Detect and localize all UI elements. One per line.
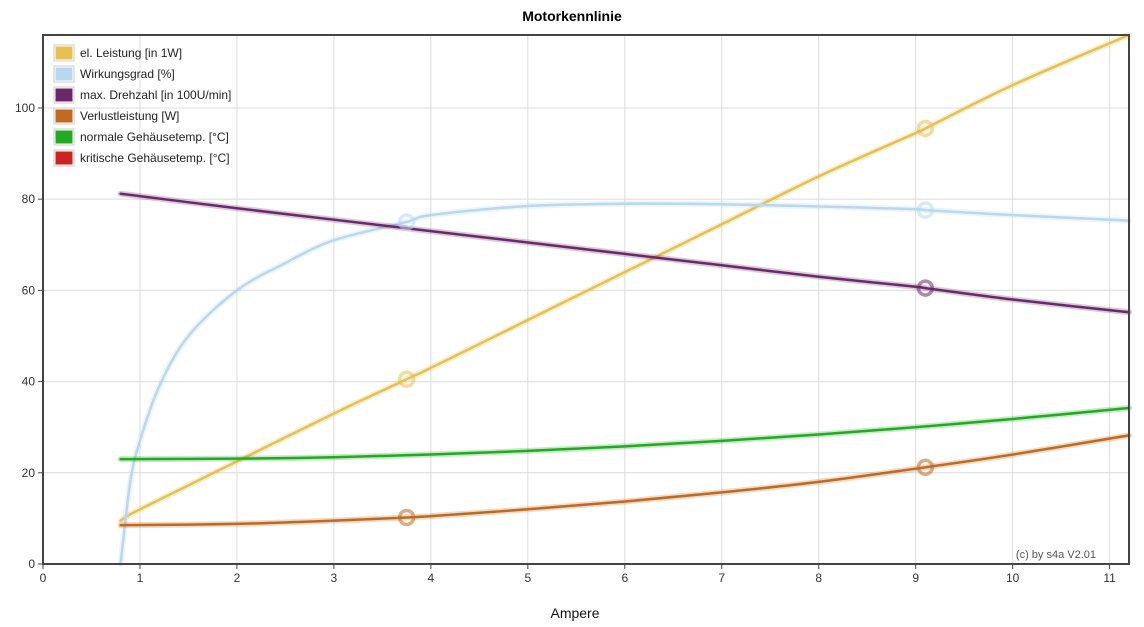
credit-text: (c) by s4a V2.01 [1016, 549, 1096, 561]
legend-swatch-border [53, 65, 75, 83]
series-markers [397, 119, 935, 527]
x-tick-label: 11 [1103, 571, 1116, 585]
x-tick-label: 9 [912, 571, 919, 585]
x-tick-label: 1 [137, 571, 144, 585]
legend-swatch [54, 87, 74, 103]
series-marker [916, 119, 935, 138]
series-marker [397, 213, 416, 231]
x-tick-label: 10 [1006, 571, 1020, 585]
legend-swatch-border [53, 128, 75, 146]
x-axis-label: Ampere [550, 605, 599, 621]
series-marker [916, 279, 935, 297]
series-lines [117, 32, 1132, 567]
legend-label: normale Gehäusetemp. [°C] [80, 130, 229, 144]
x-tick-label: 4 [428, 571, 435, 585]
y-tick-label: 100 [15, 101, 35, 115]
plot-frame [42, 34, 1130, 565]
x-tick-label: 7 [718, 571, 725, 585]
x-tick-label: 2 [234, 571, 241, 585]
chart-title: Motorkennlinie [522, 8, 622, 24]
series-line [119, 33, 1131, 522]
series-line [119, 202, 1131, 566]
series-marker [916, 458, 935, 477]
legend-swatch [54, 45, 74, 61]
legend: el. Leistung [in 1W] Wirkungsgrad [%] max.… [53, 44, 231, 167]
legend-label: el. Leistung [in 1W] [80, 46, 182, 60]
series-marker [397, 370, 416, 389]
y-tick-label: 60 [22, 283, 36, 297]
x-tick-label: 0 [40, 571, 47, 585]
series-line [119, 192, 1131, 314]
y-tick-label: 20 [22, 466, 36, 480]
legend-swatch [54, 66, 74, 82]
axes: 0 1 2 3 4 5 6 7 8 9 10 11 0 20 40 60 80 100 [15, 34, 1130, 585]
legend-swatch [54, 108, 74, 124]
y-tick-label: 0 [28, 557, 35, 571]
legend-label: kritische Gehäusetemp. [°C] [80, 151, 230, 165]
series-line [119, 434, 1131, 527]
legend-swatch-border [53, 44, 75, 62]
grid [42, 35, 1129, 565]
legend-swatch-border [53, 86, 75, 104]
series-marker [916, 201, 935, 219]
legend-label: max. Drehzahl [in 100U/min] [80, 88, 231, 102]
y-tick-label: 40 [22, 375, 36, 389]
x-tick-label: 3 [331, 571, 338, 585]
legend-swatch [54, 150, 74, 166]
legend-swatch-border [53, 149, 75, 167]
legend-label: Wirkungsgrad [%] [80, 67, 175, 81]
x-tick-label: 5 [524, 571, 531, 585]
legend-label: Verlustleistung [W] [80, 109, 179, 123]
x-tick-label: 8 [815, 571, 822, 585]
legend-swatch-border [53, 107, 75, 125]
series-marker [397, 508, 416, 527]
series-line [119, 406, 1131, 461]
y-tick-label: 80 [22, 192, 36, 206]
x-tick-label: 6 [621, 571, 628, 585]
legend-swatch [54, 129, 74, 145]
